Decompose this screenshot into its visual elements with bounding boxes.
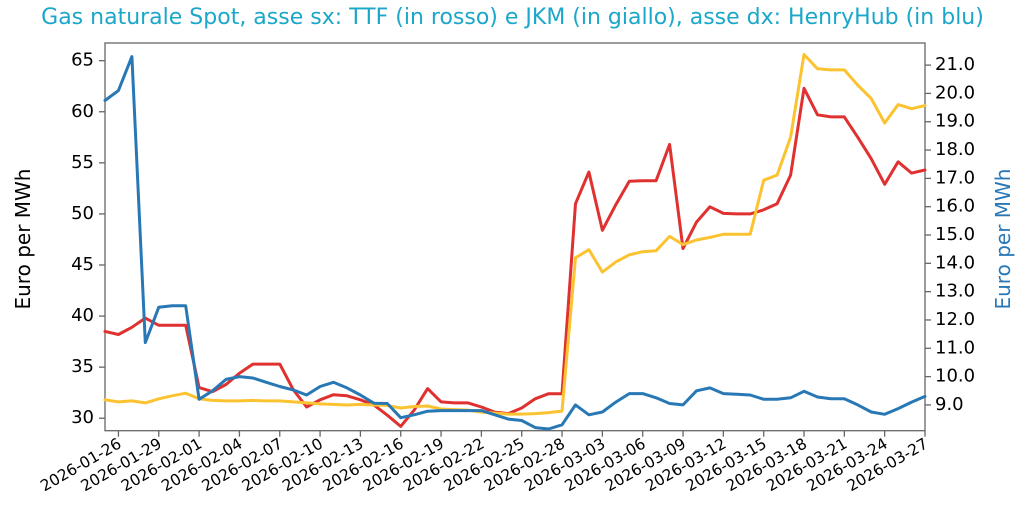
svg-text:17.0: 17.0 [935,167,975,188]
series-henryhub-line [103,55,927,431]
svg-text:60: 60 [71,101,94,122]
svg-text:10.0: 10.0 [935,366,975,387]
svg-text:21.0: 21.0 [935,54,975,75]
svg-text:18.0: 18.0 [935,139,975,160]
left-axis-label: Euro per MWh [11,168,35,310]
svg-text:12.0: 12.0 [935,309,975,330]
series-ttf-line [103,86,927,428]
svg-text:15.0: 15.0 [935,224,975,245]
svg-text:40: 40 [71,305,94,326]
svg-text:9.0: 9.0 [935,394,964,415]
svg-text:55: 55 [71,152,94,173]
right-y-axis: 9.0 10.0 11.0 12.0 13.0 14.0 15.0 16.0 17.0 18.0 1… [925,54,975,415]
svg-text:16.0: 16.0 [935,196,975,217]
series-jkm-line [103,53,927,416]
svg-text:14.0: 14.0 [935,252,975,273]
plot-border [104,42,926,432]
chart-title: Gas naturale Spot, asse sx: TTF (in ross… [41,5,984,30]
svg-text:13.0: 13.0 [935,281,975,302]
left-y-axis: 30 35 40 45 50 55 60 65 [71,50,105,428]
svg-text:19.0: 19.0 [935,111,975,132]
svg-text:30: 30 [71,407,94,428]
svg-text:65: 65 [71,50,94,71]
svg-text:45: 45 [71,254,94,275]
svg-text:11.0: 11.0 [935,337,975,358]
svg-text:35: 35 [71,356,94,377]
right-axis-label: Euro per MWh [991,168,1015,310]
x-axis: 2026-01-262026-01-292026-02-012026-02-04… [37,430,931,495]
svg-text:20.0: 20.0 [935,82,975,103]
svg-text:50: 50 [71,203,94,224]
